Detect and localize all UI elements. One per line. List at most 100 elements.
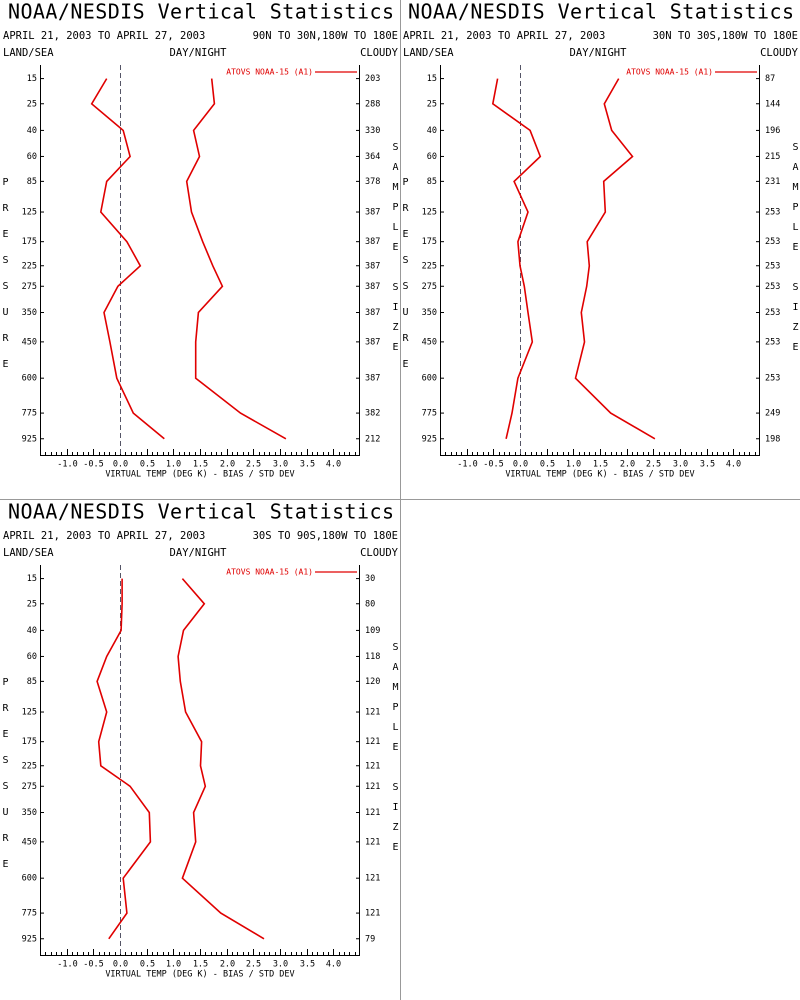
sample-size-label: 121 bbox=[365, 782, 380, 792]
y-tick-label: 85 bbox=[427, 177, 437, 187]
x-tick-label: 0.0 bbox=[113, 960, 128, 970]
y-tick-label: 225 bbox=[422, 261, 437, 271]
sample-size-label: 387 bbox=[365, 237, 380, 247]
x-tick-label: 4.0 bbox=[326, 460, 341, 470]
x-tick-label: 2.0 bbox=[220, 960, 235, 970]
x-tick-label: 0.5 bbox=[140, 460, 155, 470]
x-tick-label: 3.5 bbox=[700, 460, 715, 470]
chart-title: NOAA/NESDIS Vertical Statistics bbox=[408, 0, 794, 24]
x-tick-label: 1.0 bbox=[166, 960, 181, 970]
y-tick-label: 60 bbox=[27, 652, 37, 662]
center-header: DAY/NIGHT bbox=[570, 47, 628, 59]
sample-size-label: 378 bbox=[365, 177, 380, 187]
sample-size-label: 87 bbox=[765, 74, 775, 84]
y-tick-label: 925 bbox=[22, 934, 37, 944]
y-axis-label: PRESSURE bbox=[0, 177, 11, 385]
y-tick-label: 350 bbox=[22, 808, 37, 818]
x-tick-label: 0.0 bbox=[113, 460, 128, 470]
right-header: CLOUDY bbox=[360, 547, 399, 559]
x-tick-label: -1.0 bbox=[57, 460, 77, 470]
legend-label: ATOVS NOAA-15 (A1) bbox=[226, 568, 313, 577]
bias-line bbox=[491, 78, 542, 439]
y-tick-label: 40 bbox=[27, 626, 37, 636]
y-tick-label: 85 bbox=[27, 177, 37, 187]
sample-size-label: 215 bbox=[765, 152, 780, 162]
chart-panel: NOAA/NESDIS Vertical Statistics APRIL 21,… bbox=[400, 0, 800, 480]
x-axis-label: VIRTUAL TEMP (DEG K) - BIAS / STD DEV bbox=[105, 470, 294, 480]
sample-size-label: 121 bbox=[365, 874, 380, 884]
y-tick-label: 350 bbox=[22, 308, 37, 318]
sample-size-label: 253 bbox=[765, 337, 780, 347]
y-tick-label: 15 bbox=[27, 74, 37, 84]
sample-size-label: 120 bbox=[365, 677, 380, 687]
y-tick-label: 175 bbox=[22, 737, 37, 747]
y2-axis-label: SAMPLE SIZE bbox=[390, 642, 401, 862]
sample-size-label: 212 bbox=[365, 434, 380, 444]
sample-size-label: 121 bbox=[365, 808, 380, 818]
x-tick-label: 0.5 bbox=[540, 460, 555, 470]
sample-size-label: 196 bbox=[765, 126, 780, 136]
x-tick-label: 2.0 bbox=[220, 460, 235, 470]
sample-size-label: 30 bbox=[365, 574, 375, 584]
sample-size-label: 121 bbox=[365, 737, 380, 747]
y-tick-label: 450 bbox=[22, 337, 37, 347]
sample-size-label: 249 bbox=[765, 409, 780, 419]
subtitle: APRIL 21, 2003 TO APRIL 27, 2003 bbox=[403, 30, 605, 42]
sample-size-label: 382 bbox=[365, 409, 380, 419]
x-tick-label: -1.0 bbox=[57, 960, 77, 970]
y-tick-label: 40 bbox=[27, 126, 37, 136]
x-tick-label: 2.5 bbox=[246, 460, 261, 470]
std-dev-line bbox=[185, 78, 287, 440]
sample-size-label: 203 bbox=[365, 74, 380, 84]
y-tick-label: 600 bbox=[22, 874, 37, 884]
x-tick-label: -1.0 bbox=[457, 460, 477, 470]
center-header: DAY/NIGHT bbox=[170, 47, 228, 59]
y-tick-label: 25 bbox=[427, 99, 437, 109]
y-tick-label: 175 bbox=[22, 237, 37, 247]
sample-size-label: 288 bbox=[365, 99, 380, 109]
sample-size-label: 121 bbox=[365, 761, 380, 771]
sample-size-label: 387 bbox=[365, 208, 380, 218]
y-tick-label: 225 bbox=[22, 261, 37, 271]
bias-line bbox=[90, 78, 165, 440]
sample-size-label: 121 bbox=[365, 909, 380, 919]
y-tick-label: 225 bbox=[22, 761, 37, 771]
y-tick-label: 85 bbox=[27, 677, 37, 687]
sample-size-label: 253 bbox=[765, 308, 780, 318]
subtitle: APRIL 21, 2003 TO APRIL 27, 2003 bbox=[3, 530, 205, 542]
y-axis-label: PRESSURE bbox=[0, 677, 11, 885]
y-tick-label: 25 bbox=[27, 99, 37, 109]
y-tick-label: 450 bbox=[22, 837, 37, 847]
y2-axis-label: SAMPLE SIZE bbox=[390, 142, 401, 362]
sample-size-label: 387 bbox=[365, 261, 380, 271]
x-tick-label: 4.0 bbox=[726, 460, 741, 470]
region: 90N TO 30N,180W TO 180E bbox=[253, 30, 398, 42]
x-tick-label: 3.5 bbox=[300, 960, 315, 970]
y-tick-label: 60 bbox=[427, 152, 437, 162]
sample-size-label: 198 bbox=[765, 434, 780, 444]
left-header: LAND/SEA bbox=[3, 47, 54, 59]
y-tick-label: 60 bbox=[27, 152, 37, 162]
x-tick-label: 1.5 bbox=[193, 460, 208, 470]
right-header: CLOUDY bbox=[760, 47, 799, 59]
y-tick-label: 775 bbox=[422, 409, 437, 419]
y-tick-label: 125 bbox=[22, 708, 37, 718]
sample-size-label: 79 bbox=[365, 934, 375, 944]
sample-size-label: 121 bbox=[365, 837, 380, 847]
y-tick-label: 175 bbox=[422, 237, 437, 247]
sample-size-label: 330 bbox=[365, 126, 380, 136]
std-dev-line bbox=[177, 578, 265, 940]
right-header: CLOUDY bbox=[360, 47, 399, 59]
sample-size-label: 109 bbox=[365, 626, 380, 636]
x-tick-label: -0.5 bbox=[483, 460, 503, 470]
sample-size-label: 387 bbox=[365, 374, 380, 384]
y-tick-label: 275 bbox=[22, 282, 37, 292]
x-tick-label: 1.5 bbox=[593, 460, 608, 470]
x-tick-label: 2.5 bbox=[646, 460, 661, 470]
x-axis-label: VIRTUAL TEMP (DEG K) - BIAS / STD DEV bbox=[505, 470, 694, 480]
x-tick-label: 3.5 bbox=[300, 460, 315, 470]
sample-size-label: 387 bbox=[365, 308, 380, 318]
y-tick-label: 775 bbox=[22, 409, 37, 419]
sample-size-label: 364 bbox=[365, 152, 380, 162]
